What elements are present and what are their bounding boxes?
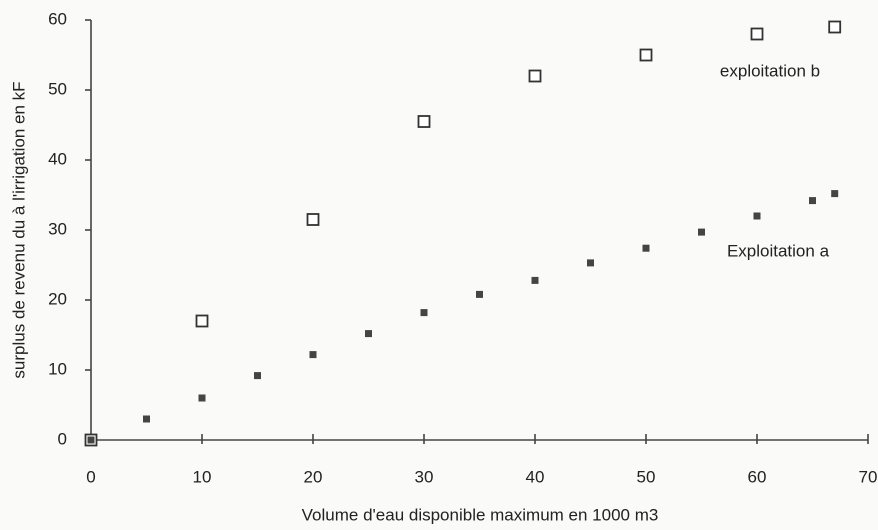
point [198, 394, 206, 402]
point [365, 330, 372, 338]
y-axis-title: surplus de revenu du à l'irrigation en k… [9, 81, 28, 378]
point [476, 290, 483, 298]
point [698, 228, 705, 236]
point [531, 276, 539, 284]
x-tick-label: 40 [526, 467, 545, 486]
x-tick-label: 0 [86, 467, 95, 486]
y-tick-label: 10 [48, 359, 67, 378]
point [143, 415, 150, 423]
point [87, 436, 95, 444]
point [306, 213, 320, 226]
point [195, 314, 209, 328]
point [254, 372, 261, 380]
x-tick-label: 60 [748, 467, 767, 486]
x-axis-title: Volume d'eau disponible maximum en 1000 … [302, 505, 659, 524]
y-tick-label: 20 [48, 289, 67, 308]
y-tick-label: 40 [48, 149, 67, 168]
point [828, 20, 842, 34]
y-tick-label: 30 [48, 219, 67, 238]
point [528, 69, 542, 83]
point [642, 244, 650, 252]
x-tick-label: 20 [304, 467, 323, 486]
point [417, 115, 431, 128]
point [309, 351, 317, 359]
point [753, 212, 761, 220]
x-tick-label: 30 [415, 467, 434, 486]
point [587, 259, 594, 267]
x-tick-label: 10 [193, 467, 212, 486]
x-tick-label: 70 [859, 467, 878, 486]
point [639, 48, 653, 62]
series-label: exploitation b [720, 61, 820, 80]
y-tick-label: 50 [48, 79, 67, 98]
point [831, 190, 839, 198]
y-tick-label: 0 [58, 429, 67, 448]
point [750, 27, 764, 41]
point [809, 197, 816, 205]
series-label: Exploitation a [727, 241, 830, 260]
x-tick-label: 50 [637, 467, 656, 486]
point [420, 309, 428, 317]
y-tick-label: 60 [48, 9, 67, 28]
